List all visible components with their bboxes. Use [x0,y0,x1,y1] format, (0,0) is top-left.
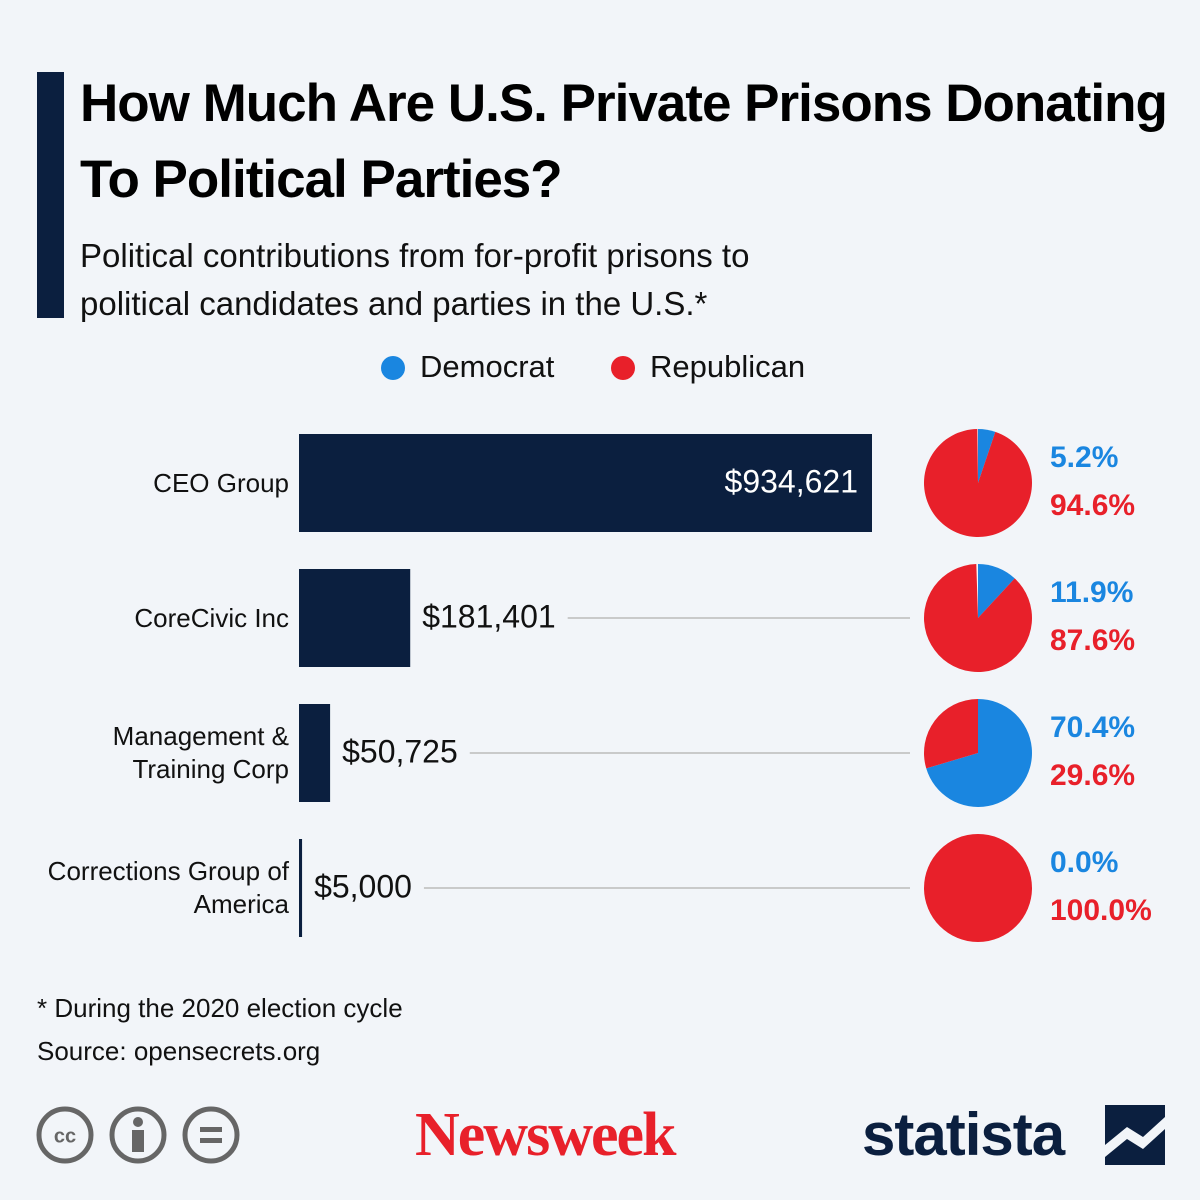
legend-label: Democrat [420,349,555,384]
pie-value-label: 0.0% [1050,846,1118,879]
title: How Much Are U.S. Private Prisons Donati… [80,74,1168,209]
category-label: Management & Training Corp [112,721,289,784]
value-label: $934,621 [725,463,858,499]
bar [299,839,303,937]
accent-bar [37,72,64,318]
pie-value-label: 29.6% [1050,759,1135,792]
value-label: $50,725 [342,733,458,769]
pie-value-label: 5.2% [1050,441,1118,474]
statista-icon [1105,1105,1165,1165]
legend-marker [381,356,405,380]
brand-statista: statista [862,1101,1065,1168]
legend-label: Republican [650,349,805,384]
pie-value-label: 87.6% [1050,624,1135,657]
pie-value-label: 70.4% [1050,711,1135,744]
bar [299,569,411,667]
pie-slice [924,564,1032,673]
pie-slice [978,564,1015,618]
source: Source: opensecrets.org [37,1036,321,1066]
chart: Democrat Republican $934,621 $181,401 $50,72… [299,349,1152,942]
pie-value-label: 94.6% [1050,489,1135,522]
pie-slice [978,429,996,483]
pie-value-label: 11.9% [1050,576,1133,609]
svg-text:cc: cc [54,1125,76,1147]
subtitle: Political contributions from for-profit … [80,237,750,322]
category-label: CoreCivic Inc [134,602,289,633]
category-label: Corrections Group of America [47,856,289,919]
pie-slice [926,699,1033,807]
license-icons: cc [36,1106,240,1164]
category-label: CEO Group [153,467,289,498]
footnote: * During the 2020 election cycle [37,993,403,1023]
pie-slice [924,834,1032,942]
brand-newsweek: Newsweek [415,1101,676,1169]
pie-slice [924,429,1033,537]
pie-slice [924,699,978,769]
legend-marker [611,356,635,380]
bar [299,704,331,802]
value-label: $5,000 [314,868,412,904]
value-label: $181,401 [422,598,555,634]
bar [299,434,872,532]
pie-value-label: 100.0% [1050,894,1152,927]
